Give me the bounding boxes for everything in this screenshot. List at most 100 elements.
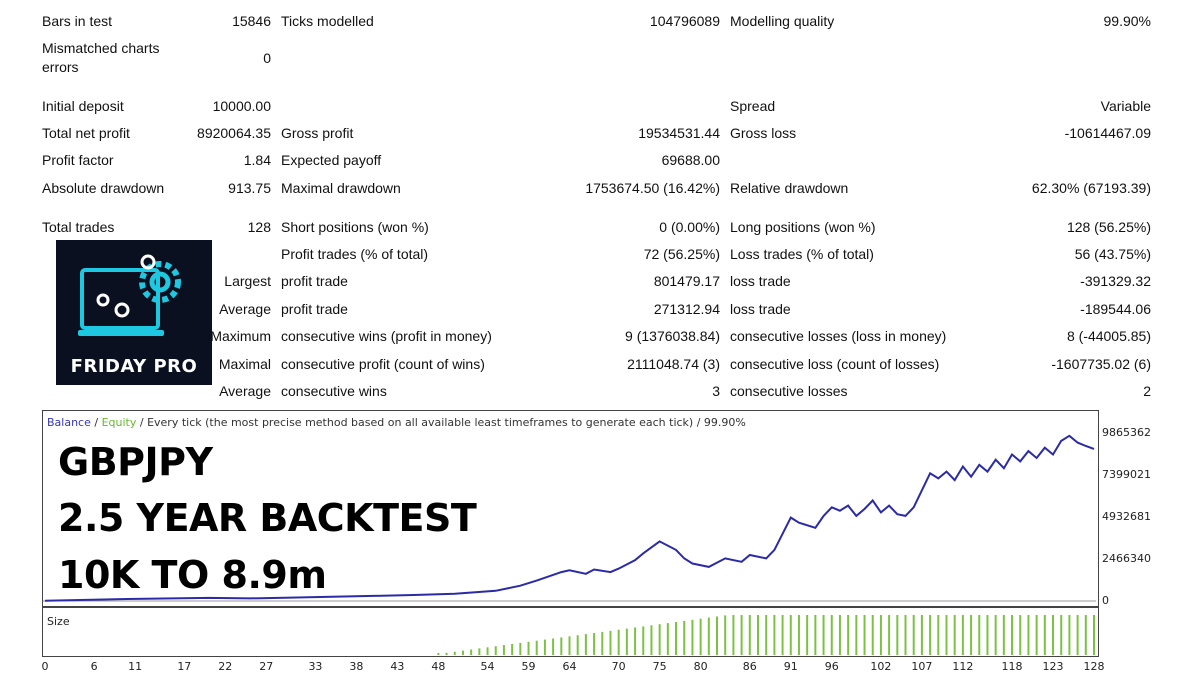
bars-in-test-label: Bars in test xyxy=(42,13,113,29)
expected-payoff-value: 69688.00 xyxy=(661,152,720,168)
spread-label: Spread xyxy=(730,98,776,114)
modelling-quality-value: 99.90% xyxy=(1103,13,1151,29)
x-tick-label: 48 xyxy=(431,660,446,673)
max-wins-label: consecutive wins (profit in money) xyxy=(281,328,492,344)
largest-loss-label: loss trade xyxy=(730,273,791,289)
maximal-loss-label: consecutive loss (count of losses) xyxy=(730,356,940,372)
x-tick-label: 75 xyxy=(652,660,667,673)
balance-line-chart xyxy=(43,434,1096,602)
short-positions-value: 0 (0.00%) xyxy=(659,219,720,235)
size-label: Size xyxy=(47,615,70,628)
average-profit-label: profit trade xyxy=(281,301,348,317)
long-positions-label: Long positions (won %) xyxy=(730,219,876,235)
x-tick-label: 91 xyxy=(783,660,798,673)
x-tick-label: 33 xyxy=(308,660,323,673)
largest-profit-label: profit trade xyxy=(281,273,348,289)
y-tick-label: 7399021 xyxy=(1102,468,1151,481)
x-tick-label: 102 xyxy=(870,660,892,673)
largest-loss-value: -391329.32 xyxy=(1080,273,1151,289)
relative-drawdown-label: Relative drawdown xyxy=(730,180,849,196)
maximal-drawdown-value: 1753674.50 (16.42%) xyxy=(585,180,720,196)
x-tick-label: 43 xyxy=(390,660,405,673)
x-tick-label: 70 xyxy=(611,660,626,673)
legend-description: / Every tick (the most precise method ba… xyxy=(136,416,746,429)
profit-trades-value: 72 (56.25%) xyxy=(643,246,720,262)
maximal-profit-label: consecutive profit (count of wins) xyxy=(281,356,485,372)
x-tick-label: 96 xyxy=(824,660,839,673)
max-wins-value: 9 (1376038.84) xyxy=(625,328,720,344)
long-positions-value: 128 (56.25%) xyxy=(1066,219,1151,235)
average-loss-label: loss trade xyxy=(730,301,791,317)
x-tick-label: 86 xyxy=(742,660,757,673)
balance-series-line xyxy=(44,434,1095,602)
legend-balance: Balance xyxy=(47,416,91,429)
avg-wins-value: 3 xyxy=(712,383,720,399)
headline-pair: GBPJPY xyxy=(58,440,213,484)
maximal-loss-value: -1607735.02 (6) xyxy=(1051,356,1151,372)
loss-trades-value: 56 (43.75%) xyxy=(1074,246,1151,262)
initial-deposit-value: 10000.00 xyxy=(212,98,271,114)
ticks-modelled-value: 104796089 xyxy=(649,13,720,29)
ticks-modelled-label: Ticks modelled xyxy=(281,13,374,29)
x-tick-label: 128 xyxy=(1083,660,1105,673)
largest-profit-value: 801479.17 xyxy=(653,273,720,289)
relative-drawdown-value: 62.30% (67193.39) xyxy=(1031,180,1151,196)
x-tick-label: 64 xyxy=(562,660,577,673)
x-tick-label: 59 xyxy=(521,660,536,673)
maximal-label: Maximal xyxy=(218,356,271,372)
profit-factor-value: 1.84 xyxy=(243,152,271,168)
x-tick-label: 6 xyxy=(90,660,98,673)
x-tick-label: 38 xyxy=(349,660,364,673)
x-tick-label: 0 xyxy=(41,660,49,673)
y-tick-label: 9865362 xyxy=(1102,426,1151,439)
x-tick-label: 22 xyxy=(218,660,233,673)
loss-trades-label: Loss trades (% of total) xyxy=(730,246,874,262)
friday-pro-logo: FRIDAY PRO xyxy=(56,240,212,385)
gross-profit-value: 19534531.44 xyxy=(638,125,720,141)
total-trades-value: 128 xyxy=(247,219,271,235)
legend-separator: / xyxy=(90,416,102,429)
logo-text: FRIDAY PRO xyxy=(70,356,198,377)
max-losses-label: consecutive losses (loss in money) xyxy=(730,328,947,344)
size-bar-chart xyxy=(437,615,1095,655)
avg-losses-value: 2 xyxy=(1143,383,1151,399)
x-tick-label: 123 xyxy=(1042,660,1064,673)
maximum-label: Maximum xyxy=(210,328,271,344)
average2-label: Average xyxy=(219,383,271,399)
chart-legend: Balance / Equity / Every tick (the most … xyxy=(47,416,746,429)
headline-result: 10K TO 8.9m xyxy=(58,553,327,597)
mismatched-label-2: errors xyxy=(42,59,79,75)
max-losses-value: 8 (-44005.85) xyxy=(1066,328,1151,344)
maximal-profit-value: 2111048.74 (3) xyxy=(627,356,720,372)
largest-label: Largest xyxy=(224,273,271,289)
bars-in-test-value: 15846 xyxy=(232,13,271,29)
balance-chart-panel xyxy=(42,410,1099,607)
laptop-gear-icon xyxy=(78,254,181,336)
spread-value: Variable xyxy=(1100,98,1151,114)
average-profit-value: 271312.94 xyxy=(653,301,720,317)
headline-duration: 2.5 YEAR BACKTEST xyxy=(58,496,477,540)
absolute-drawdown-value: 913.75 xyxy=(228,180,271,196)
mismatched-value: 0 xyxy=(263,50,271,66)
absolute-drawdown-label: Absolute drawdown xyxy=(42,180,165,196)
average-loss-value: -189544.06 xyxy=(1080,301,1151,317)
x-tick-label: 80 xyxy=(693,660,708,673)
profit-factor-label: Profit factor xyxy=(42,152,114,168)
x-tick-label: 27 xyxy=(259,660,274,673)
gross-profit-label: Gross profit xyxy=(281,125,354,141)
x-tick-label: 118 xyxy=(1001,660,1023,673)
legend-equity: Equity xyxy=(101,416,137,429)
y-tick-label: 0 xyxy=(1102,594,1109,607)
x-tick-label: 112 xyxy=(952,660,974,673)
x-tick-label: 54 xyxy=(480,660,495,673)
profit-trades-label: Profit trades (% of total) xyxy=(281,246,429,262)
x-tick-label: 11 xyxy=(128,660,143,673)
avg-losses-label: consecutive losses xyxy=(730,383,848,399)
gross-loss-label: Gross loss xyxy=(730,125,797,141)
total-trades-label: Total trades xyxy=(42,219,115,235)
expected-payoff-label: Expected payoff xyxy=(281,152,382,168)
x-tick-label: 17 xyxy=(177,660,192,673)
total-net-profit-value: 8920064.35 xyxy=(197,125,271,141)
mismatched-label: Mismatched charts xyxy=(42,40,160,56)
avg-wins-label: consecutive wins xyxy=(281,383,387,399)
